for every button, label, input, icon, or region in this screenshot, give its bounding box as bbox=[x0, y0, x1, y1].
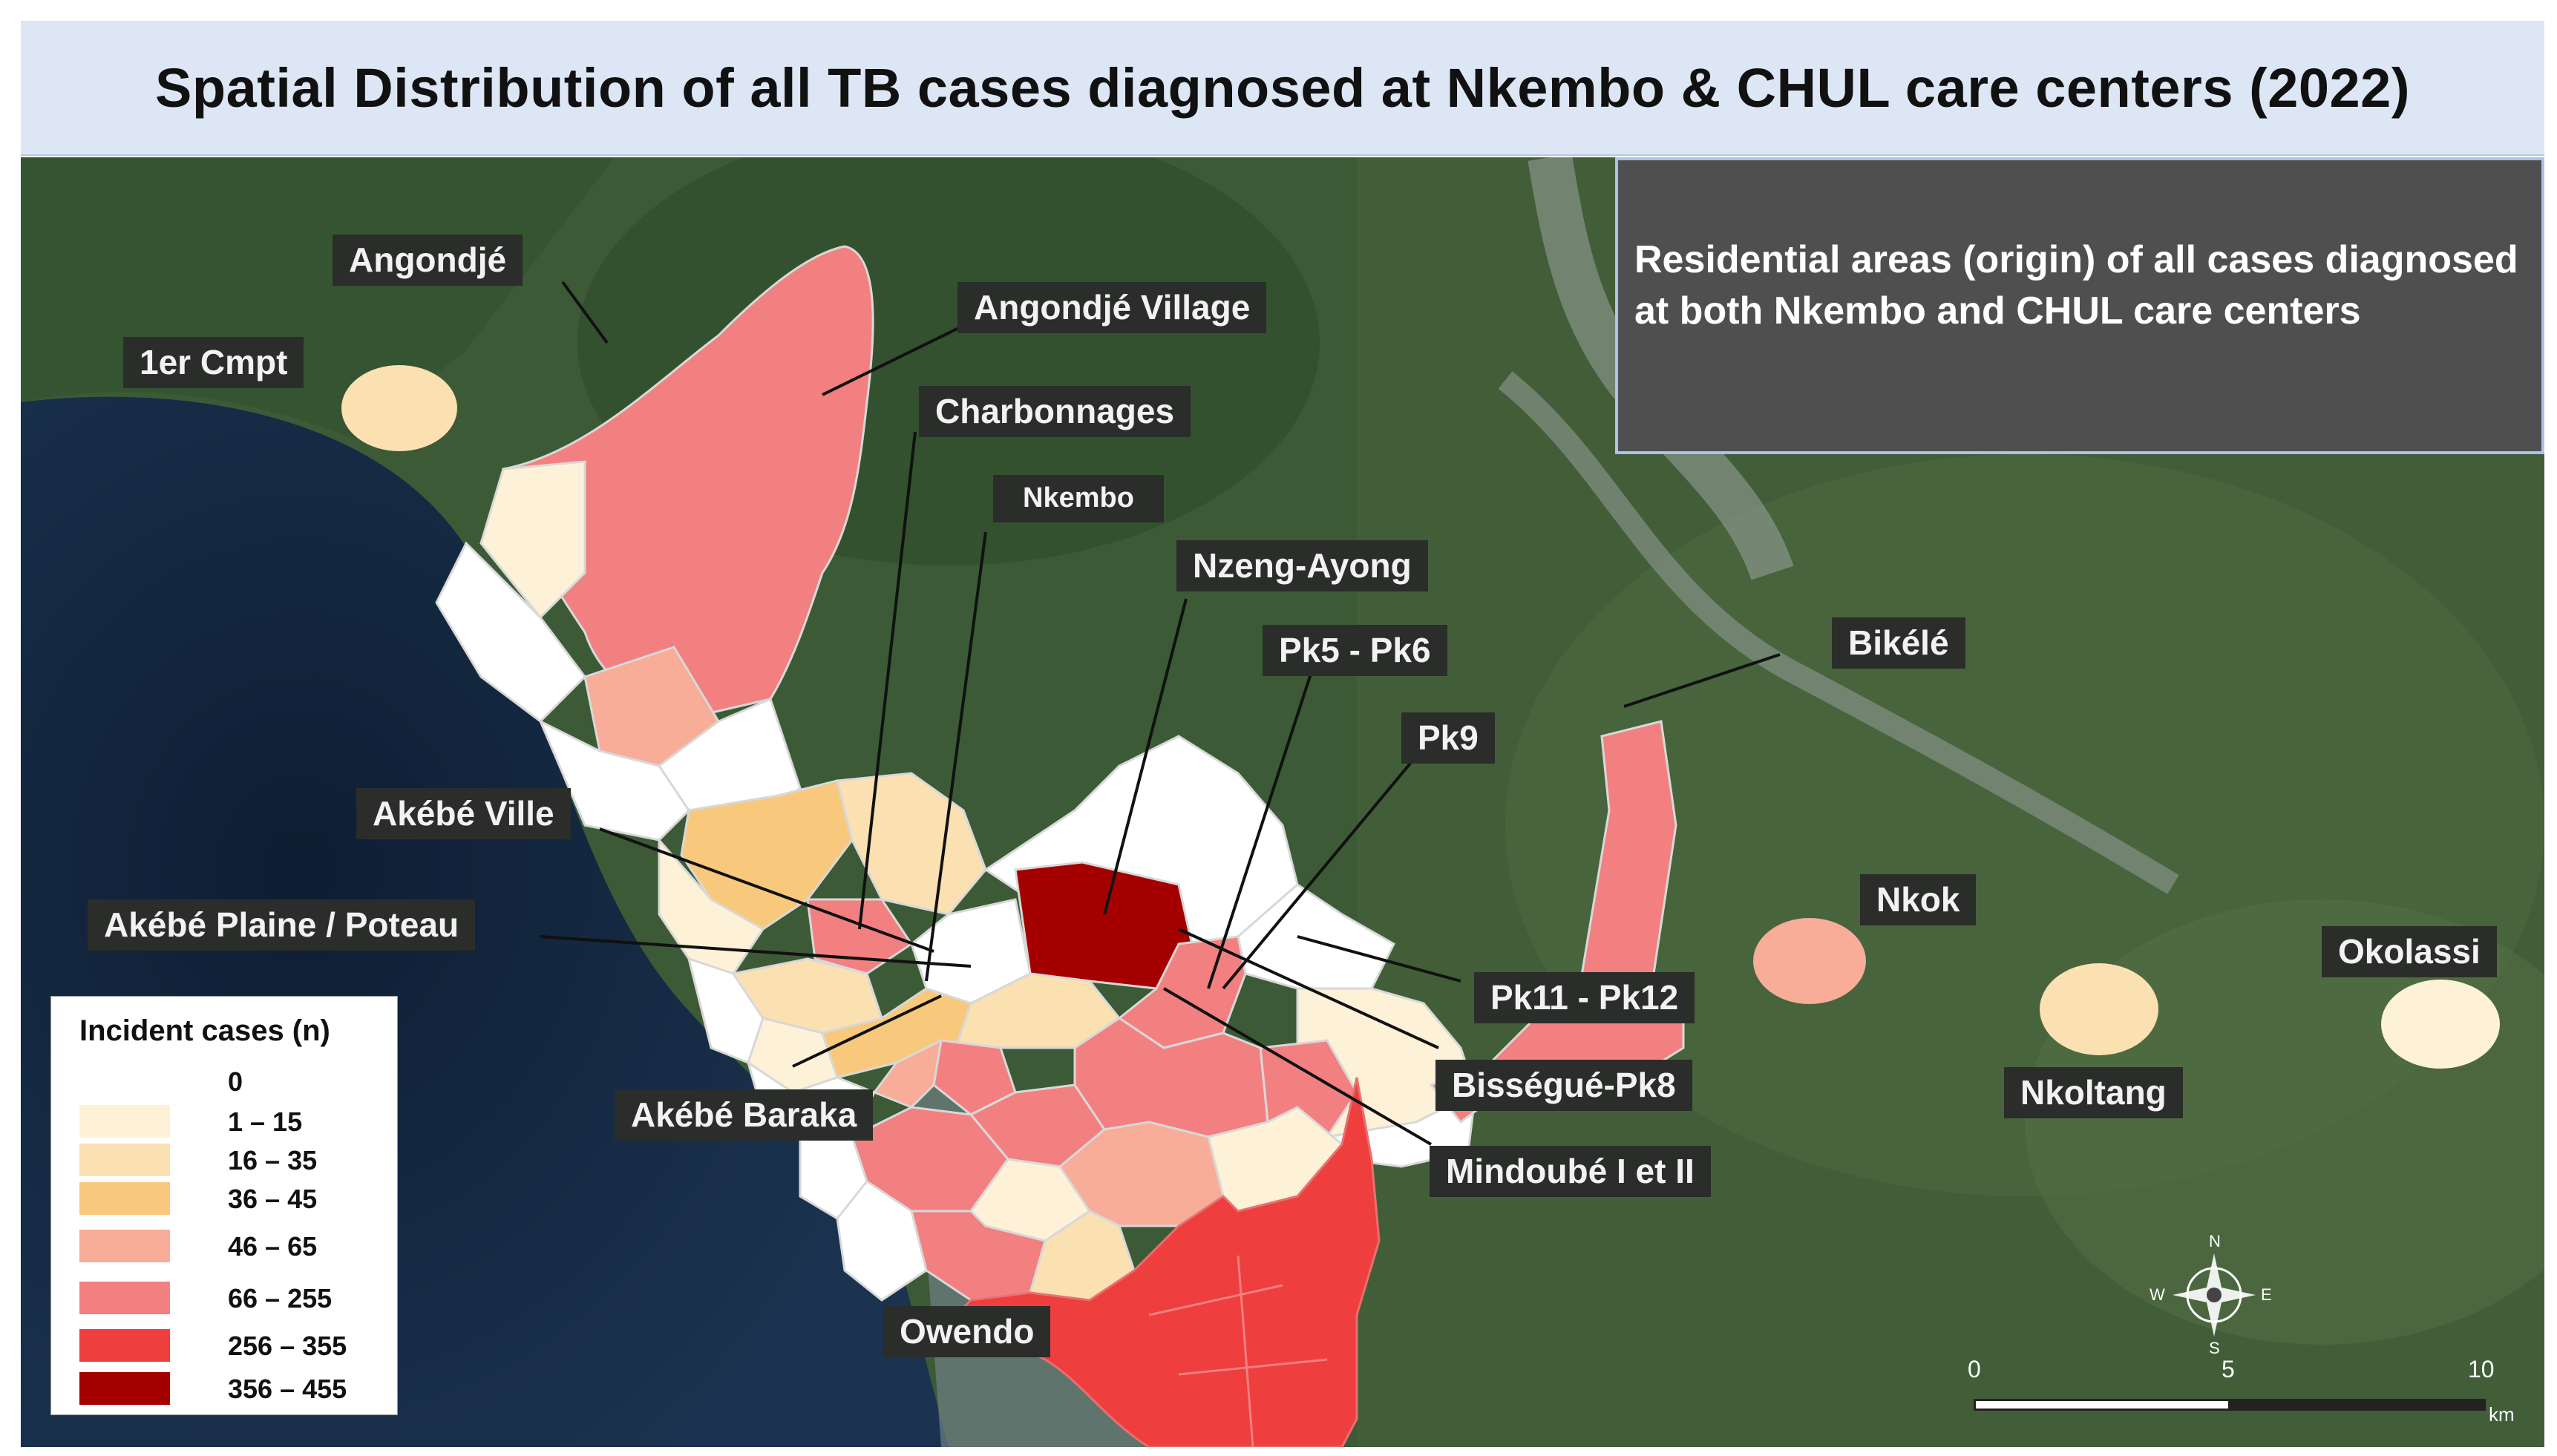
scale-bar: 0 5 10 km bbox=[1954, 1356, 2518, 1437]
label-akebe-plaine: Akébé Plaine / Poteau bbox=[88, 899, 476, 951]
legend-swatch bbox=[79, 1105, 170, 1138]
label-akebe-baraka: Akébé Baraka bbox=[615, 1089, 874, 1141]
compass-w: W bbox=[2150, 1285, 2165, 1304]
site-1er-cmpt[interactable] bbox=[341, 365, 457, 451]
label-okolassi: Okolassi bbox=[2322, 926, 2497, 977]
label-akebe-ville: Akébé Ville bbox=[356, 788, 571, 839]
district-angondje-village[interactable] bbox=[502, 245, 874, 723]
label-pk9: Pk9 bbox=[1401, 712, 1495, 764]
legend-swatch bbox=[79, 1372, 170, 1405]
label-nkoltang: Nkoltang bbox=[2004, 1067, 2183, 1118]
label-angondje-village: Angondjé Village bbox=[957, 282, 1267, 333]
label-bikele: Bikélé bbox=[1832, 617, 1965, 669]
label-mindoube: Mindoubé I et II bbox=[1430, 1146, 1711, 1197]
legend-label: 46 – 65 bbox=[228, 1231, 318, 1262]
title-bar: Spatial Distribution of all TB cases dia… bbox=[21, 21, 2544, 156]
legend-swatch bbox=[79, 1144, 170, 1176]
map-title: Spatial Distribution of all TB cases dia… bbox=[155, 56, 2410, 119]
legend-label: 1 – 15 bbox=[228, 1106, 303, 1137]
label-nkembo: Nkembo bbox=[993, 475, 1164, 522]
legend-item: 256 – 355 bbox=[79, 1329, 376, 1365]
legend-label: 36 – 45 bbox=[228, 1184, 318, 1214]
scale-unit: km bbox=[2489, 1403, 2515, 1426]
site-nkoltang[interactable] bbox=[2040, 963, 2158, 1055]
legend-swatch bbox=[79, 1230, 170, 1262]
legend: Incident cases (n) 0 1 – 15 16 – 35 36 –… bbox=[50, 996, 398, 1415]
legend-item: 36 – 45 bbox=[79, 1182, 376, 1218]
legend-item: 46 – 65 bbox=[79, 1230, 376, 1265]
legend-label: 16 – 35 bbox=[228, 1145, 318, 1175]
label-bissegue-pk8: Bisségué-Pk8 bbox=[1435, 1060, 1692, 1111]
site-nkok[interactable] bbox=[1753, 918, 1866, 1004]
label-charbonnages: Charbonnages bbox=[919, 386, 1191, 437]
info-box: Residential areas (origin) of all cases … bbox=[1615, 157, 2544, 454]
legend-title: Incident cases (n) bbox=[79, 1014, 330, 1047]
label-pk5-pk6: Pk5 - Pk6 bbox=[1263, 625, 1447, 676]
site-okolassi[interactable] bbox=[2381, 980, 2500, 1069]
scale-tick-5: 5 bbox=[2222, 1356, 2235, 1383]
legend-item: 356 – 455 bbox=[79, 1372, 376, 1408]
scale-tick-10: 10 bbox=[2468, 1356, 2495, 1383]
legend-label: 66 – 255 bbox=[228, 1283, 333, 1314]
compass-s: S bbox=[2209, 1339, 2220, 1357]
district-north-coast[interactable] bbox=[479, 460, 586, 620]
legend-item: 0 bbox=[79, 1065, 376, 1101]
leader-lines bbox=[540, 281, 1781, 1146]
compass-rose-icon bbox=[2173, 1253, 2256, 1337]
label-1er-cmpt: 1er Cmpt bbox=[123, 337, 304, 388]
label-nkok: Nkok bbox=[1860, 874, 1977, 925]
legend-swatch bbox=[79, 1065, 170, 1098]
district-charbonnages[interactable] bbox=[806, 898, 914, 975]
legend-item: 1 – 15 bbox=[79, 1105, 376, 1141]
label-angondje: Angondjé bbox=[333, 235, 523, 286]
legend-item: 16 – 35 bbox=[79, 1144, 376, 1179]
legend-item: 66 – 255 bbox=[79, 1282, 376, 1317]
legend-label: 0 bbox=[228, 1066, 243, 1097]
label-nzeng-ayong: Nzeng-Ayong bbox=[1176, 540, 1428, 591]
label-pk11-pk12: Pk11 - Pk12 bbox=[1474, 972, 1695, 1023]
legend-swatch bbox=[79, 1329, 170, 1362]
map-panel[interactable]: Angondjé Angondjé Village 1er Cmpt Charb… bbox=[21, 157, 2544, 1447]
river bbox=[1498, 371, 2179, 894]
compass-e: E bbox=[2261, 1285, 2272, 1304]
scale-bar-line bbox=[1974, 1399, 2486, 1411]
label-owendo: Owendo bbox=[883, 1306, 1051, 1357]
legend-label: 356 – 455 bbox=[228, 1374, 347, 1404]
legend-swatch bbox=[79, 1282, 170, 1314]
scale-tick-0: 0 bbox=[1968, 1356, 1981, 1383]
legend-swatch bbox=[79, 1182, 170, 1215]
compass-n: N bbox=[2209, 1232, 2221, 1250]
legend-label: 256 – 355 bbox=[228, 1331, 347, 1361]
